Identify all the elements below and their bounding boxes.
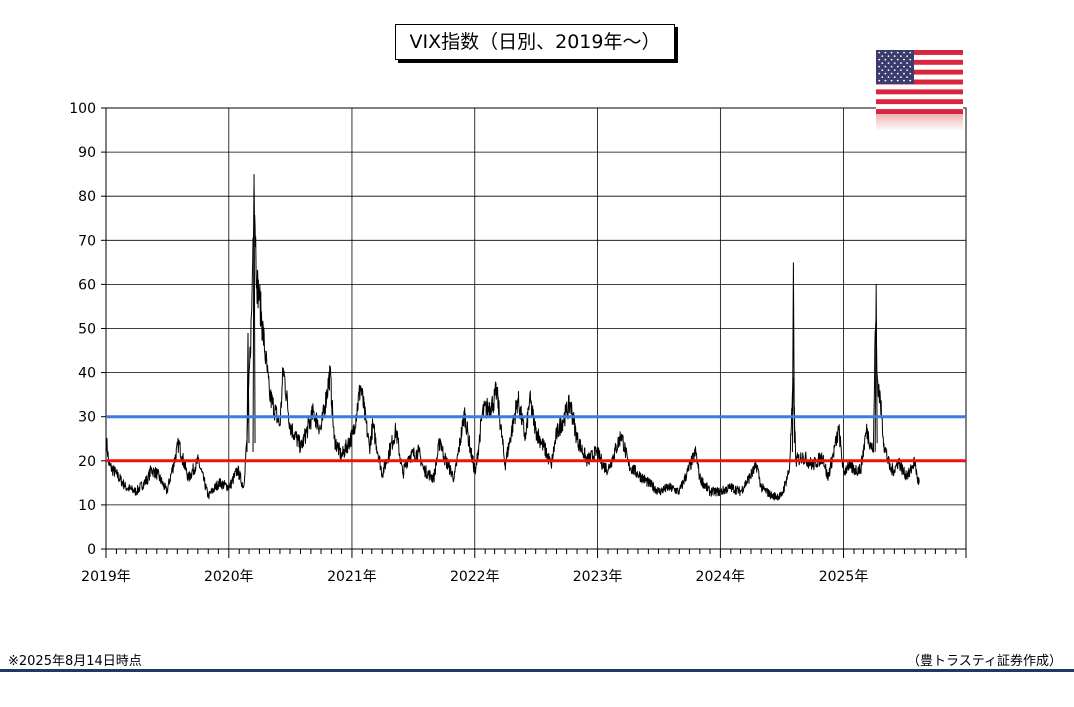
- flag-star: [909, 65, 912, 68]
- flag-star: [896, 65, 899, 68]
- gridlines: [105, 107, 967, 550]
- y-tick-label: 0: [87, 542, 96, 558]
- x-tick-label: 2022年: [450, 569, 500, 585]
- flag-star: [903, 51, 905, 54]
- flag-star: [890, 51, 893, 54]
- flag-star: [884, 72, 887, 75]
- flag-star: [884, 51, 887, 54]
- y-tick-label: 90: [78, 145, 96, 161]
- x-axis: 2019年 2020年 2021年 2022年 2023年 2024年 2025年: [81, 549, 967, 585]
- flag-star: [909, 79, 912, 82]
- flag-star: [881, 76, 884, 78]
- y-tick-label: 80: [78, 189, 96, 205]
- flag-stripe: [876, 104, 963, 110]
- flag-star: [890, 65, 893, 68]
- flag-stripe: [876, 59, 963, 65]
- us-flag-icon: [876, 50, 963, 130]
- flag-star: [881, 69, 884, 71]
- flag-star: [881, 62, 884, 64]
- vix-spike: [252, 174, 256, 452]
- flag-stripe: [876, 89, 963, 95]
- flag-star: [909, 72, 912, 75]
- flag-star: [890, 58, 893, 61]
- y-tick-label: 100: [69, 101, 96, 117]
- flag-star: [890, 79, 893, 82]
- y-tick-label: 60: [78, 277, 96, 293]
- flag-star: [878, 65, 881, 68]
- x-tick-label: 2023年: [573, 569, 623, 585]
- flag-stripe: [876, 50, 963, 56]
- flag-star: [900, 55, 902, 57]
- x-tick-label: 2024年: [696, 569, 746, 585]
- flag-star: [900, 69, 902, 71]
- flag-stripe: [876, 54, 963, 61]
- flag-star: [909, 58, 912, 61]
- flag-star: [896, 72, 899, 75]
- flag-star: [878, 51, 881, 54]
- flag-star: [906, 76, 908, 78]
- flag-stripe: [876, 84, 963, 90]
- y-tick-label: 20: [78, 454, 96, 470]
- vix-series-line: [105, 182, 920, 501]
- flag-star: [878, 79, 881, 82]
- x-tick-label: 2020年: [204, 569, 254, 585]
- flag-stripe: [876, 69, 963, 75]
- y-tick-label: 30: [78, 410, 96, 426]
- flag-star: [887, 76, 890, 78]
- flag-stripe: [876, 74, 963, 80]
- flag-star: [896, 51, 899, 54]
- flag-star: [903, 79, 905, 82]
- flag-stripe: [876, 109, 963, 115]
- as-of-note: ※2025年8月14日時点: [8, 654, 142, 669]
- flag-star: [896, 79, 899, 82]
- y-tick-label: 40: [78, 366, 96, 382]
- flag-star: [887, 69, 890, 71]
- flag-stripe: [876, 94, 963, 100]
- flag-star: [887, 62, 890, 64]
- flag-star: [893, 76, 896, 78]
- x-tick-label: 2019年: [81, 569, 131, 585]
- flag-star: [878, 72, 881, 75]
- flag-star: [893, 62, 896, 64]
- x-tick-label: 2025年: [819, 569, 869, 585]
- flag-stripe: [876, 99, 963, 105]
- flag-star: [893, 69, 896, 71]
- flag-star: [906, 69, 908, 71]
- flag-star: [903, 58, 905, 61]
- flag-star: [906, 62, 908, 64]
- flag-stripe: [876, 79, 963, 85]
- x-tick-label: 2021年: [327, 569, 377, 585]
- flag-star: [884, 79, 887, 82]
- y-tick-label: 70: [78, 233, 96, 249]
- flag-star: [900, 76, 902, 78]
- flag-star: [884, 65, 887, 68]
- series-layer: [105, 174, 966, 501]
- source-credit: （豊トラスティ証券作成）: [907, 654, 1062, 669]
- flag-star: [884, 58, 887, 61]
- flag-star: [878, 58, 881, 61]
- flag-star: [890, 72, 893, 75]
- flag-star: [887, 55, 890, 57]
- flag-stripe: [876, 64, 963, 70]
- vix-spike: [791, 262, 795, 452]
- flag-star: [881, 55, 884, 57]
- vix-spike: [874, 284, 878, 452]
- y-tick-label: 10: [78, 498, 96, 514]
- chart-title: VIX指数（日別、2019年～）: [395, 24, 675, 60]
- vix-spike: [246, 332, 250, 452]
- flag-star: [909, 51, 912, 54]
- y-axis: 0 10 20 30 40 50 60 70 80 90 100: [69, 101, 106, 558]
- y-tick-label: 50: [78, 322, 96, 338]
- flag-star: [903, 72, 905, 75]
- flag-star: [900, 62, 902, 64]
- footer-divider: [0, 669, 1074, 672]
- flag-star: [896, 58, 899, 61]
- flag-star: [893, 55, 896, 57]
- flag-star: [903, 65, 905, 68]
- flag-star: [906, 55, 908, 57]
